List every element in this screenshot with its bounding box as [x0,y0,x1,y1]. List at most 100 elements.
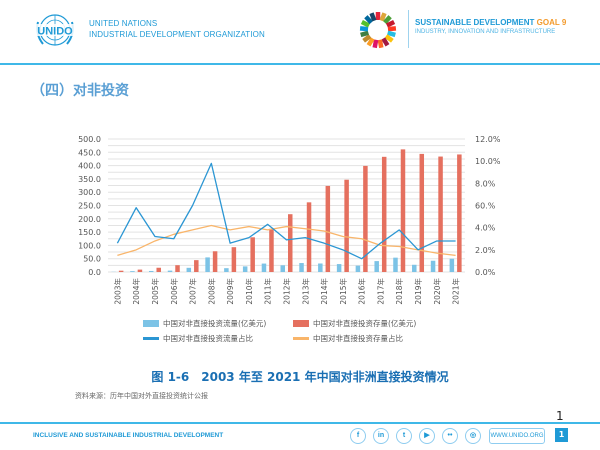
sdg-wheel-segment [364,15,373,25]
website-link[interactable]: WWW.UNIDO.ORG [489,428,545,444]
x-axis-tick-label: 2019年 [413,278,423,305]
unido-logo-icon: UNIDO [35,14,75,46]
x-axis-tick-label: 2013年 [300,278,310,305]
left-axis-tick-label: 300.0 [78,188,101,197]
left-axis-tick-label: 0.0 [88,268,101,277]
sdg-wheel-segment [387,30,396,38]
sdg-title: SUSTAINABLE DEVELOPMENT [415,18,535,27]
flow-bar [374,261,379,272]
stock-bar [194,260,199,272]
x-axis-tick-label: 2016年 [357,278,367,305]
flow-bar [355,265,361,272]
x-axis-tick-label: 2017年 [375,278,385,305]
investment-chart: 0.0 50.0 100.0 150.0 200.0 250.0 300.0 350.0 400… [0,125,600,315]
x-axis-tick-label: 2011年 [263,278,273,305]
sdg-wheel-segment [387,26,397,32]
left-axis-tick-label: 350.0 [78,175,101,184]
flow-bar [449,258,455,272]
sdg-wheel-segment [360,19,371,28]
flow-bar [224,268,229,272]
legend-swatch-stock [293,320,309,327]
header-rule [0,63,600,65]
sdg-wheel-segment [385,19,396,28]
flow-bar [280,265,285,272]
flickr-icon[interactable]: •• [442,428,458,444]
right-axis-tick-label: 8.0% [475,179,496,188]
stock-bar [438,156,443,272]
twitter-icon[interactable]: t [396,428,412,444]
sdg-wheel-segment [377,39,384,49]
sdg-wheel-segment [372,39,379,49]
right-axis-tick-label: 4.0% [475,224,496,233]
instagram-icon[interactable]: ◎ [465,428,481,444]
svg-text:UNIDO: UNIDO [37,26,73,38]
stock-bar [118,270,124,272]
x-axis-tick-label: 2010年 [244,278,254,305]
flow-bar [130,271,135,272]
stock-bar [363,165,368,272]
legend-label-flow: 中国对非直接投资流量(亿美元) [163,319,267,328]
left-axis-tick-label: 500.0 [78,135,101,144]
stock-bar [325,185,331,272]
sdg-goal: GOAL 9 [536,18,567,27]
stock-bar [250,237,255,272]
stock-bar [344,179,349,272]
sdg-wheel-segment [384,34,394,43]
page-number-badge: 1 [555,428,568,442]
legend-swatch-stock-share [293,337,309,340]
flow-bar [261,263,267,272]
flow-bar [205,257,210,272]
sdg-wheel-segment [379,12,387,22]
flow-bar [336,264,342,272]
sdg-subtitle: INDUSTRY, INNOVATION AND INFRASTRUCTURE [415,29,556,35]
flow-bar [318,263,323,272]
right-axis-tick-label: 2.0% [475,246,496,255]
stock-bar [381,156,387,272]
page-number-overlay: 1 [556,409,564,423]
flow-bar [299,263,304,272]
chart-svg: 0.0 50.0 100.0 150.0 200.0 250.0 300.0 350.0 400… [78,135,501,305]
x-axis-tick-label: 2008年 [206,278,216,305]
source-note: 资料来源：历年中国对外直接投资统计公报 [75,392,208,400]
x-axis-tick-label: 2014年 [319,278,329,305]
linkedin-icon[interactable]: in [373,428,389,444]
x-axis-tick-label: 2021年 [451,278,461,305]
left-axis-tick-label: 200.0 [78,215,101,224]
x-axis-tick-label: 2018年 [394,278,404,305]
legend-label-flow-share: 中国对非直接投资流量占比 [163,334,253,343]
footer-tagline: INCLUSIVE AND SUSTAINABLE INDUSTRIAL DEV… [33,432,224,439]
right-axis-tick-label: 60.% [475,202,496,211]
stock-bar [400,149,406,272]
sdg-wheel-segment [360,30,369,38]
left-axis-tick-label: 250.0 [78,202,101,211]
left-axis-tick-label: 150.0 [78,228,101,237]
legend-item-stock: 中国对非直接投资存量(亿美元) [293,318,416,329]
flow-bar [430,260,436,272]
left-axis-tick-label: 50.0 [83,255,101,264]
stock-bar [175,265,180,272]
stock-bar [306,202,312,272]
stock-bar [288,214,293,272]
header-divider [408,10,409,48]
x-axis-tick-label: 2003年 [112,278,122,305]
stock-bar [457,154,462,272]
sdg-wheel-segment [369,12,377,22]
legend-label-stock: 中国对非直接投资存量(亿美元) [313,319,417,328]
legend-swatch-flow-share [143,337,159,340]
org-name: UNITED NATIONS INDUSTRIAL DEVELOPMENT OR… [89,18,265,40]
legend-item-stock-share: 中国对非直接投资存量占比 [293,333,403,344]
legend-label-stock-share: 中国对非直接投资存量占比 [313,334,403,343]
x-axis-tick-label: 2015年 [338,278,348,305]
page-header: UNIDO UNITED NATIONS INDUSTRIAL DEVELOPM… [0,0,600,62]
x-axis-tick-label: 2012年 [282,278,292,305]
stock-bar [231,247,237,272]
stock-bar [212,251,218,272]
facebook-icon[interactable]: f [350,428,366,444]
stock-bar [156,267,161,272]
x-axis-tick-label: 2004年 [131,278,141,305]
youtube-icon[interactable]: ▶ [419,428,435,444]
flow-bar [186,267,192,272]
left-axis-tick-label: 450.0 [78,148,101,157]
x-axis-tick-label: 2009年 [225,278,235,305]
flow-bar [148,270,154,272]
